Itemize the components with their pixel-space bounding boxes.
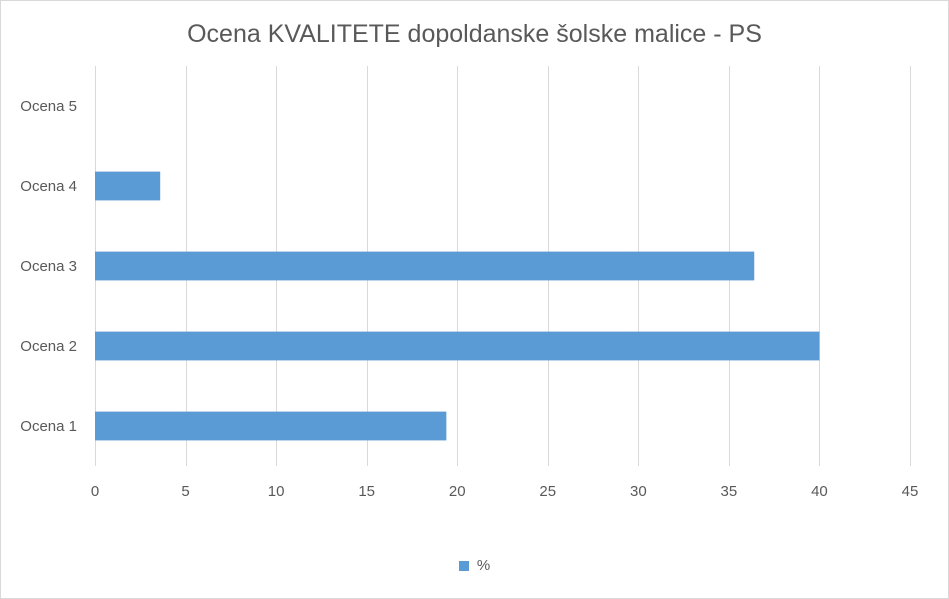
y-tick-label: Ocena 5	[20, 98, 77, 115]
x-tick-label: 40	[811, 483, 828, 500]
x-tick-label: 10	[268, 483, 285, 500]
bar	[95, 251, 755, 281]
x-tick-label: 35	[721, 483, 738, 500]
y-tick-label: Ocena 4	[20, 178, 77, 195]
y-tick-label: Ocena 3	[20, 258, 77, 275]
chart-title: Ocena KVALITETE dopoldanske šolske malic…	[187, 20, 762, 48]
legend: %	[0, 557, 949, 574]
x-tick-label: 30	[630, 483, 647, 500]
bar	[95, 171, 161, 201]
x-tick-label: 15	[358, 483, 375, 500]
x-tick-label: 45	[902, 483, 919, 500]
legend-swatch	[458, 560, 469, 571]
x-tick-label: 5	[181, 483, 189, 500]
y-tick-label: Ocena 2	[20, 338, 77, 355]
x-tick-label: 0	[91, 483, 99, 500]
x-tick-label: 20	[449, 483, 466, 500]
bar	[95, 331, 820, 361]
x-tick-label: 25	[539, 483, 556, 500]
legend-label: %	[476, 557, 491, 574]
y-tick-label: Ocena 1	[20, 418, 77, 435]
bar	[95, 411, 447, 441]
